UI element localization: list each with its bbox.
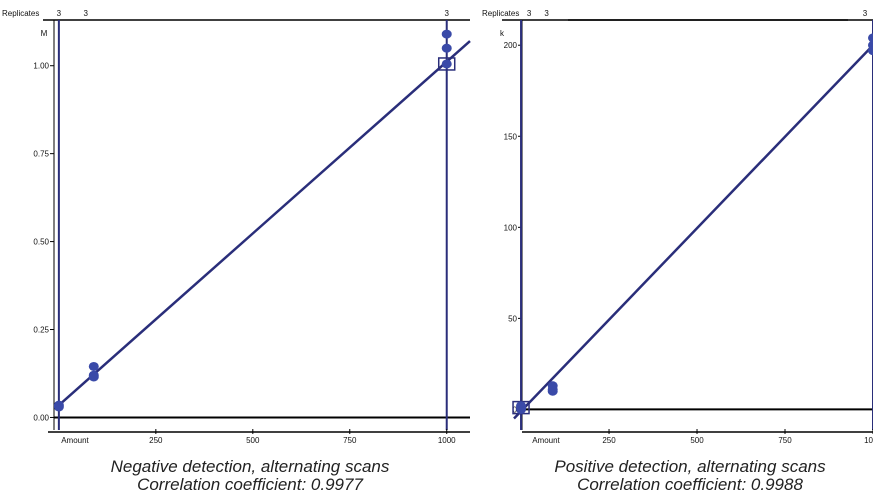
neg-highlight-box — [437, 57, 456, 71]
neg-y-tick-label: 0.50 — [33, 238, 49, 247]
pos-x-tick-label: 750 — [778, 436, 792, 445]
neg-replicates-label: Replicates — [2, 9, 39, 18]
chart-negative-svg: Replicates 3 3 3 M 0.00 0.25 0.50 0.75 1.00 250 500… — [2, 9, 471, 445]
pos-x-tick-label: 1000 — [864, 436, 873, 445]
pos-replicate-count: 3 — [527, 9, 532, 18]
pos-replicate-count: 3 — [544, 9, 549, 18]
neg-x-tick-label: 1000 — [438, 436, 456, 445]
pos-data-point — [516, 401, 527, 411]
pos-x-tick-label: 500 — [690, 436, 704, 445]
pos-y-tick-label: 50 — [508, 314, 517, 323]
pos-x-tick-label: 250 — [602, 436, 616, 445]
caption-positive: Positive detection, alternating scans Co… — [490, 458, 873, 494]
neg-data-point — [88, 361, 99, 371]
pos-y-tick-label: 200 — [504, 41, 518, 50]
neg-data-point — [441, 59, 452, 69]
pos-regression-line — [513, 44, 873, 420]
neg-y-tick-label: 0.75 — [33, 150, 49, 159]
pos-replicate-count: 3 — [863, 9, 868, 18]
neg-replicate-count: 3 — [84, 9, 89, 18]
neg-data-point — [441, 29, 452, 39]
neg-replicate-count: 3 — [445, 9, 450, 18]
pos-data-point — [868, 33, 873, 43]
neg-replicate-count: 3 — [57, 9, 62, 18]
neg-y-tick-label: 1.00 — [33, 62, 49, 71]
pos-data-point — [868, 46, 873, 56]
pos-data-point — [547, 386, 558, 396]
caption-positive-correlation: Correlation coefficient: 0.9988 — [577, 475, 803, 494]
chart-positive-svg: Replicates 3 3 3 k 0 50 100 150 200 250 500 750 1000 A… — [482, 9, 873, 445]
neg-x-tick-label: 500 — [246, 436, 260, 445]
pos-replicates-label: Replicates — [482, 9, 519, 18]
pos-x-axis-label: Amount — [532, 436, 560, 445]
pos-y-tick-label: 150 — [504, 132, 518, 141]
neg-y-tick-label: 0.00 — [33, 413, 49, 422]
chart-positive-detection: Replicates 3 3 3 k 0 50 100 150 200 250 500 750 1000 A… — [478, 0, 873, 460]
neg-data-point — [441, 43, 452, 53]
pos-y-tick-label: 0 — [513, 405, 518, 414]
neg-x-tick-label: 750 — [343, 436, 357, 445]
caption-positive-title: Positive detection, alternating scans — [554, 457, 826, 476]
neg-regression-line — [56, 40, 471, 408]
caption-negative-title: Negative detection, alternating scans — [110, 457, 390, 476]
chart-negative-detection: Replicates 3 3 3 M 0.00 0.25 0.50 0.75 1.00 250 500… — [0, 0, 471, 460]
caption-negative: Negative detection, alternating scans Co… — [40, 458, 460, 494]
neg-data-point — [88, 372, 99, 382]
neg-data-point — [53, 400, 64, 410]
caption-negative-correlation: Correlation coefficient: 0.9977 — [137, 475, 363, 494]
neg-y-tick-label: 0.25 — [33, 326, 49, 335]
pos-y-tick-label: 100 — [504, 223, 518, 232]
pos-y-axis-label: k — [500, 29, 505, 38]
neg-x-tick-label: 250 — [149, 436, 163, 445]
neg-y-axis-label: M — [41, 29, 48, 38]
neg-x-axis-label: Amount — [61, 436, 89, 445]
